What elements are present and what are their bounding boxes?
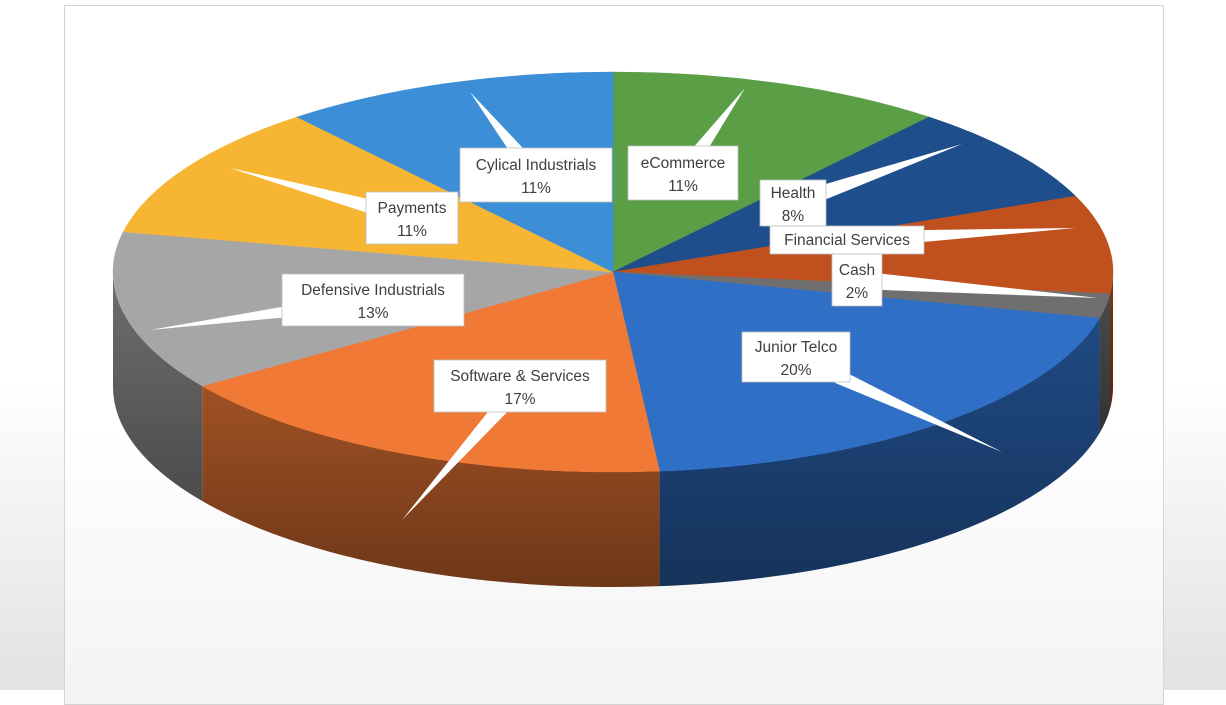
- slice-label: eCommerce: [641, 155, 725, 172]
- pie-side-shade-cash: [1099, 293, 1111, 434]
- callout-pointer: [856, 271, 1098, 298]
- slice-label: Cash: [839, 262, 875, 279]
- callout-box: [831, 253, 883, 307]
- callout-box: [759, 179, 827, 227]
- slice-value: 17%: [504, 391, 535, 408]
- slice-label: Software & Services: [450, 368, 590, 385]
- pie-slice-ecommerce: [612, 71, 930, 273]
- pie-side-shade-junior-telco: [659, 318, 1100, 587]
- slice-label: Cylical Industrials: [476, 157, 597, 174]
- pie-side-shade-financial-services: [1110, 272, 1113, 409]
- data-label-junior-telco: Junior Telco 20%: [741, 331, 1002, 452]
- callout-box: [433, 359, 607, 413]
- slice-value: 13%: [357, 305, 388, 322]
- data-label-defensive-industrials: Defensive Industrials 13%: [150, 273, 465, 330]
- data-label-ecommerce: eCommerce 11%: [627, 88, 745, 201]
- slice-label: Health: [771, 185, 816, 202]
- slice-value: 20%: [780, 362, 811, 379]
- slice-value: 11%: [668, 178, 698, 195]
- pie-side-shade-defensive-industrials: [112, 272, 203, 502]
- callout-box: [281, 273, 465, 327]
- pie-slice-cylical-industrials: [296, 71, 614, 273]
- slice-value: 8%: [782, 208, 805, 225]
- data-label-payments: Payments 11%: [230, 168, 459, 245]
- data-label-health: Health 8%: [759, 144, 962, 227]
- data-label-cash: Cash 2%: [831, 253, 1098, 307]
- callout-pointer: [790, 144, 962, 212]
- slice-value: 11%: [397, 223, 427, 240]
- pie-slice-health: [612, 116, 1077, 273]
- pie-chart: eCommerce 11% Health 8% Financial Services Ca…: [112, 71, 1114, 587]
- slice-value: 11%: [521, 180, 551, 197]
- callout-box: [627, 145, 739, 201]
- callout-box: [741, 331, 851, 383]
- data-label-software-services: Software & Services 17%: [402, 359, 607, 520]
- pie-labels: eCommerce 11% Health 8% Financial Services Ca…: [150, 88, 1098, 520]
- pie-slice-software-services: [201, 271, 660, 473]
- slice-label: Junior Telco: [755, 339, 837, 356]
- data-label-cylical-industrials: Cylical Industrials 11%: [459, 92, 613, 203]
- slice-label: Financial Services: [784, 232, 910, 249]
- slice-label: Payments: [378, 200, 447, 217]
- callout-box: [459, 147, 613, 203]
- callout-pointer: [402, 380, 527, 520]
- callout-box: [365, 191, 459, 245]
- pie-tops: [112, 71, 1114, 473]
- slice-label: Defensive Industrials: [301, 282, 445, 299]
- slice-value: 2%: [846, 285, 869, 302]
